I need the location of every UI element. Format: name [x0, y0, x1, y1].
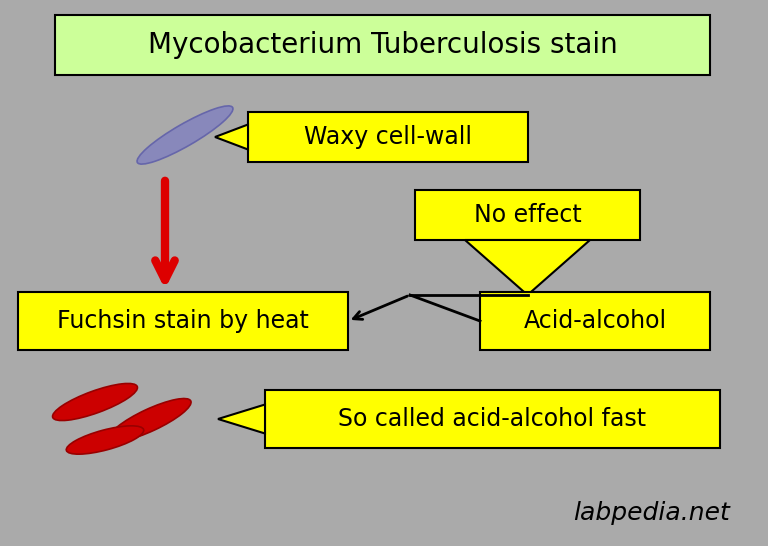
- Ellipse shape: [66, 426, 144, 454]
- Polygon shape: [465, 240, 590, 295]
- Text: Acid-alcohol: Acid-alcohol: [524, 309, 667, 333]
- Polygon shape: [215, 124, 248, 150]
- Text: So called acid-alcohol fast: So called acid-alcohol fast: [339, 407, 647, 431]
- Text: Mycobacterium Tuberculosis stain: Mycobacterium Tuberculosis stain: [147, 31, 617, 59]
- FancyBboxPatch shape: [248, 112, 528, 162]
- Text: No effect: No effect: [474, 203, 581, 227]
- Ellipse shape: [109, 399, 191, 442]
- FancyBboxPatch shape: [18, 292, 348, 350]
- Ellipse shape: [137, 106, 233, 164]
- FancyBboxPatch shape: [265, 390, 720, 448]
- FancyBboxPatch shape: [480, 292, 710, 350]
- FancyBboxPatch shape: [415, 190, 640, 240]
- Polygon shape: [218, 405, 265, 434]
- Text: labpedia.net: labpedia.net: [573, 501, 730, 525]
- Text: Waxy cell-wall: Waxy cell-wall: [304, 125, 472, 149]
- FancyBboxPatch shape: [55, 15, 710, 75]
- Text: Fuchsin stain by heat: Fuchsin stain by heat: [57, 309, 309, 333]
- Ellipse shape: [52, 383, 137, 420]
